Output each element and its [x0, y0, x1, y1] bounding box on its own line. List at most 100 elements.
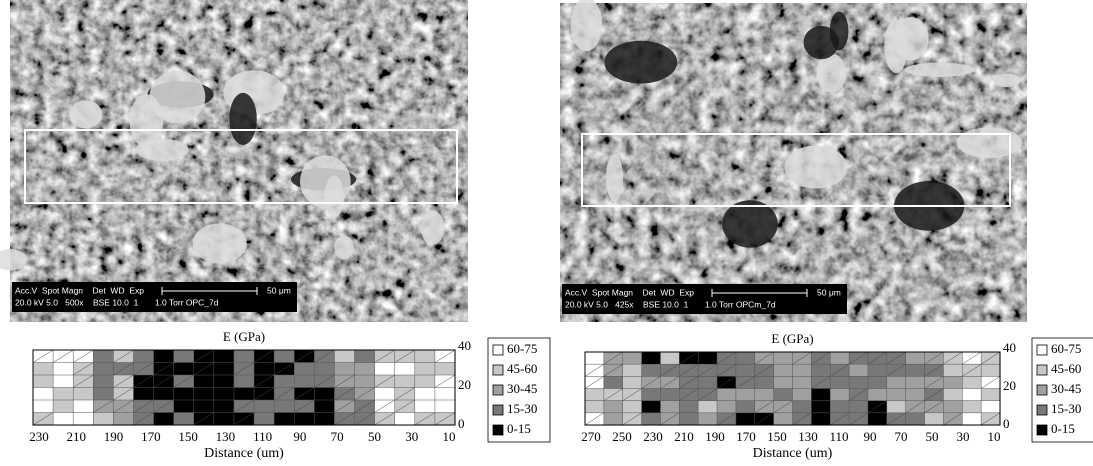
map-cell — [214, 400, 234, 413]
map-cell — [334, 363, 354, 376]
map-cell — [53, 375, 73, 388]
map-cell — [604, 413, 623, 425]
particle — [993, 74, 1021, 87]
legend-swatch — [1037, 385, 1047, 395]
y-tick-label: 0 — [458, 416, 465, 431]
map-cell — [868, 389, 887, 401]
map-cell — [717, 401, 736, 413]
particle — [606, 154, 623, 202]
map-cell — [811, 389, 830, 401]
map-cell — [811, 401, 830, 413]
x-tick-label: 170 — [736, 429, 756, 444]
map-cell — [793, 364, 812, 376]
map-cell — [194, 375, 214, 388]
map-cell — [395, 413, 415, 426]
legend-swatch — [1037, 425, 1047, 435]
legend-label: 60-75 — [1051, 341, 1081, 356]
map-cell — [154, 413, 174, 426]
map-title: E (GPa) — [223, 329, 265, 344]
map-cell — [943, 401, 962, 413]
map-cell — [214, 363, 234, 376]
map-cell — [435, 400, 455, 413]
map-cell — [962, 401, 981, 413]
map-cell — [415, 350, 435, 363]
particle — [193, 223, 247, 263]
map-cell — [585, 389, 604, 401]
map-cell — [793, 376, 812, 388]
map-cell — [334, 350, 354, 363]
map-cell — [73, 388, 93, 401]
map-cell — [811, 364, 830, 376]
map-cell — [642, 413, 661, 425]
map-cell — [274, 350, 294, 363]
map-cell — [375, 363, 395, 376]
map-cell — [736, 389, 755, 401]
x-tick-label: 170 — [141, 429, 161, 444]
map-cell — [254, 400, 274, 413]
map-cell — [642, 352, 661, 364]
map-cell — [154, 388, 174, 401]
map-cell — [793, 401, 812, 413]
map-cell — [830, 352, 849, 364]
map-cell — [981, 364, 1000, 376]
map-cell — [868, 364, 887, 376]
map-cell — [736, 352, 755, 364]
map-cell — [698, 376, 717, 388]
map-cell — [234, 350, 254, 363]
x-tick-label: 50 — [368, 429, 381, 444]
map-cell — [274, 400, 294, 413]
x-axis-label: Distance (um) — [204, 446, 284, 461]
x-tick-label: 250 — [612, 429, 632, 444]
panel: Acc.V Spot Magn Det WD Exp20.0 kV 5.0 42… — [560, 0, 1093, 461]
map-cell — [355, 375, 375, 388]
legend-swatch — [493, 405, 503, 415]
map-cell — [679, 413, 698, 425]
particle — [785, 146, 848, 189]
map-cell — [93, 413, 113, 426]
legend-label: 0-15 — [1051, 421, 1075, 436]
sem-image — [10, 0, 468, 322]
x-tick-label: 210 — [67, 429, 87, 444]
figure: Acc.V Spot Magn Det WD Exp20.0 kV 5.0 50… — [0, 0, 1093, 466]
map-cell — [355, 350, 375, 363]
map-cell — [868, 413, 887, 425]
legend-label: 30-45 — [507, 381, 537, 396]
map-cell — [73, 400, 93, 413]
legend-label: 15-30 — [507, 401, 537, 416]
map-cell — [274, 375, 294, 388]
map-cell — [906, 389, 925, 401]
map-cell — [234, 375, 254, 388]
x-tick-label: 90 — [293, 429, 306, 444]
legend-swatch — [1037, 405, 1047, 415]
x-tick-label: 10 — [988, 429, 1001, 444]
map-cell — [642, 364, 661, 376]
legend-label: 15-30 — [1051, 401, 1081, 416]
map-cell — [214, 350, 234, 363]
map-cell — [736, 401, 755, 413]
map-cell — [154, 350, 174, 363]
particle — [300, 155, 351, 207]
map-cell — [925, 413, 944, 425]
scale-label: 50 μm — [267, 285, 291, 295]
x-tick-label: 110 — [253, 429, 272, 444]
x-tick-label: 230 — [29, 429, 49, 444]
map-cell — [755, 376, 774, 388]
map-cell — [174, 400, 194, 413]
map-cell — [623, 352, 642, 364]
map-cell — [174, 350, 194, 363]
map-cell — [774, 364, 793, 376]
particle — [957, 127, 1022, 158]
map-cell — [415, 400, 435, 413]
legend-label: 0-15 — [507, 421, 531, 436]
map-cell — [93, 363, 113, 376]
particle — [69, 100, 102, 128]
particle — [229, 93, 257, 145]
map-cell — [736, 413, 755, 425]
map-cell — [375, 388, 395, 401]
map-cell — [849, 401, 868, 413]
y-tick-label: 0 — [1003, 416, 1010, 431]
map-cell — [194, 388, 214, 401]
info-line: 20.0 kV 5.0 425x BSE 10.0 1 1.0 Torr OPC… — [565, 299, 776, 309]
map-cell — [53, 400, 73, 413]
map-cell — [698, 352, 717, 364]
